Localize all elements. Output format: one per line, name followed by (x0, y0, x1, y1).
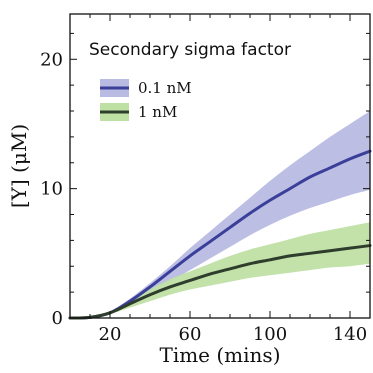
ticks (70, 14, 370, 318)
legend: Secondary sigma factor 0.1 nM 1 nM (89, 40, 291, 121)
legend-title: Secondary sigma factor (89, 40, 291, 60)
x-tick-label-60: 60 (179, 324, 202, 345)
plot-frame (69, 13, 371, 319)
x-tick-label-20: 20 (99, 324, 122, 345)
series-band-1 (70, 111, 370, 319)
y-tick-label-10: 10 (40, 179, 63, 200)
x-axis-label: Time (mins) (159, 343, 280, 367)
x-tick-label-140: 140 (333, 324, 367, 345)
plot-bands (70, 111, 370, 319)
plot-lines (68, 149, 372, 320)
legend-label-1: 0.1 nM (138, 79, 192, 97)
y-tick-label-0: 0 (52, 308, 63, 329)
y-tick-label-20: 20 (40, 49, 63, 70)
legend-items: 0.1 nM 1 nM (100, 79, 192, 121)
y-axis-label: [Y] (μM) (7, 124, 31, 208)
series-line-2 (68, 244, 372, 320)
legend-label-2: 1 nM (138, 103, 177, 121)
x-tick-label-100: 100 (253, 324, 287, 345)
tick-labels: 20 60 100 140 0 10 20 (40, 49, 367, 345)
